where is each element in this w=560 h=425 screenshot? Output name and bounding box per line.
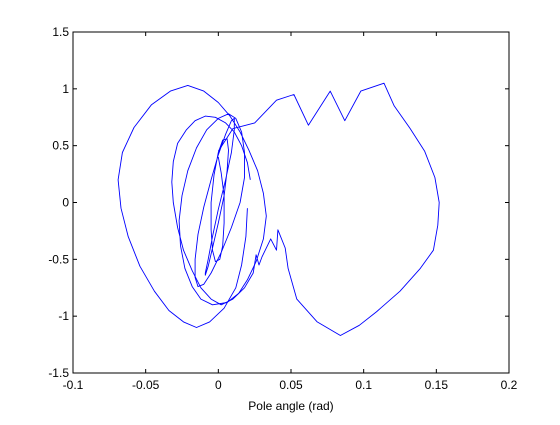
- x-tick-label: 0.05: [279, 378, 303, 392]
- x-tick-label: 0: [215, 378, 222, 392]
- x-tick-label: 0.2: [501, 378, 518, 392]
- x-tick-label: -0.1: [63, 378, 84, 392]
- y-tick-label: -1.5: [48, 366, 69, 380]
- y-tick-label: -1: [58, 309, 69, 323]
- y-tick-label: 0: [62, 196, 69, 210]
- x-axis-label: Pole angle (rad): [248, 399, 333, 413]
- x-axis: -0.1 -0.05 0 0.05 0.1 0.15 0.2: [63, 32, 518, 392]
- y-tick-label: 1: [62, 82, 69, 96]
- y-axis: -1.5 -1 -0.5 0 0.5 1 1.5: [48, 25, 509, 380]
- x-tick-label: 0.15: [425, 378, 449, 392]
- x-tick-label: 0.1: [355, 378, 372, 392]
- y-tick-label: 1.5: [52, 25, 69, 39]
- plot-area: [73, 32, 509, 373]
- trajectory-line-1: [171, 82, 440, 336]
- trajectory-line-2: [117, 84, 267, 328]
- series-layer: [117, 82, 440, 336]
- y-tick-label: 0.5: [52, 139, 69, 153]
- y-tick-label: -0.5: [48, 252, 69, 266]
- x-tick-label: -0.05: [132, 378, 160, 392]
